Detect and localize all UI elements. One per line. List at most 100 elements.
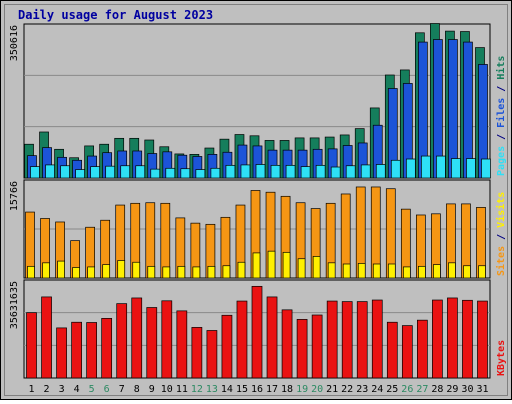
x-label-day-31: 31 <box>476 384 488 395</box>
bar-sites-day-26 <box>402 266 411 279</box>
bar-pages-day-23 <box>360 164 371 179</box>
bar-pages-day-30 <box>466 158 476 179</box>
bar-kbytes-day-18 <box>281 309 293 379</box>
x-label-day-10: 10 <box>161 384 173 395</box>
x-label-day-15: 15 <box>236 384 248 395</box>
bar-sites-day-11 <box>177 265 186 279</box>
bar-sites-day-30 <box>463 265 471 279</box>
x-label-day-22: 22 <box>341 384 353 395</box>
bar-kbytes-day-20 <box>311 314 323 379</box>
y-max-label: 350616 <box>9 25 20 61</box>
x-label-day-30: 30 <box>461 384 473 395</box>
inner-border <box>4 4 508 396</box>
bar-sites-day-24 <box>372 263 381 279</box>
bar-sites-day-16 <box>252 252 261 279</box>
legend-part: Files <box>495 98 507 128</box>
x-label-day-27: 27 <box>416 384 428 395</box>
bar-pages-day-25 <box>390 159 401 179</box>
bar-pages-day-12 <box>195 169 206 179</box>
bar-pages-day-3 <box>60 165 70 179</box>
x-label-day-20: 20 <box>311 384 323 395</box>
x-label-day-18: 18 <box>281 384 293 395</box>
legend-part: Sites <box>495 246 507 276</box>
x-label-day-6: 6 <box>104 384 110 395</box>
x-label-day-7: 7 <box>119 384 125 395</box>
x-label-day-25: 25 <box>386 384 398 395</box>
bar-kbytes-day-27 <box>417 319 428 379</box>
y-max-label: 35631635 <box>9 281 20 329</box>
bar-sites-day-1 <box>27 265 35 279</box>
bar-pages-day-13 <box>210 167 221 179</box>
bar-kbytes-day-11 <box>176 310 188 379</box>
bar-pages-day-7 <box>120 165 131 179</box>
legend-part: Visits <box>495 192 507 228</box>
bar-pages-day-14 <box>225 164 236 179</box>
legend-part: KBytes <box>496 340 507 376</box>
panel-visits-sites: 15766 Sites / Visits <box>9 179 507 279</box>
legend-part: / <box>496 228 507 246</box>
bar-kbytes-day-10 <box>161 300 173 379</box>
bar-pages-day-2 <box>45 164 55 179</box>
bar-sites-day-22 <box>342 263 351 279</box>
bar-pages-day-27 <box>421 155 431 179</box>
series-legend-label: KBytes <box>496 340 507 376</box>
bar-kbytes-day-8 <box>131 297 143 379</box>
bar-sites-day-23 <box>357 263 366 279</box>
x-label-day-13: 13 <box>206 384 218 395</box>
legend-part: Pages <box>496 146 507 176</box>
bar-sites-day-31 <box>478 265 486 279</box>
bar-pages-day-9 <box>150 168 161 179</box>
bar-kbytes-day-17 <box>266 296 278 379</box>
bar-pages-day-17 <box>270 164 281 179</box>
bar-sites-day-5 <box>87 266 95 279</box>
bar-files-day-29 <box>448 39 458 179</box>
bar-kbytes-day-14 <box>221 314 233 379</box>
bar-pages-day-24 <box>375 164 386 179</box>
x-label-day-21: 21 <box>326 384 338 395</box>
legend-part: Hits <box>495 56 507 80</box>
bar-pages-day-26 <box>405 158 416 179</box>
x-label-day-14: 14 <box>221 384 233 395</box>
bar-kbytes-day-2 <box>41 296 52 379</box>
x-label-day-1: 1 <box>29 384 35 395</box>
bar-pages-day-31 <box>481 158 491 179</box>
bar-kbytes-day-21 <box>326 300 338 379</box>
bar-pages-day-5 <box>90 166 100 179</box>
bar-kbytes-day-22 <box>341 301 353 379</box>
bar-sites-day-3 <box>57 260 65 279</box>
bar-kbytes-day-13 <box>206 330 218 379</box>
bar-sites-day-28 <box>433 264 441 279</box>
bar-sites-day-7 <box>117 260 126 279</box>
series-legend-label: Sites / Visits <box>495 192 507 276</box>
x-label-day-17: 17 <box>266 384 278 395</box>
bar-sites-day-27 <box>418 265 426 279</box>
x-label-day-24: 24 <box>371 384 383 395</box>
x-label-day-8: 8 <box>134 384 140 395</box>
bar-kbytes-day-24 <box>371 299 383 379</box>
bar-kbytes-day-25 <box>386 321 398 379</box>
x-label-day-19: 19 <box>296 384 308 395</box>
series-legend-label: Pages / Files / Hits <box>495 56 507 176</box>
x-label-day-16: 16 <box>251 384 263 395</box>
legend-part: / <box>496 128 507 146</box>
x-label-day-11: 11 <box>176 384 188 395</box>
bar-kbytes-day-26 <box>401 325 413 379</box>
bar-pages-day-28 <box>436 155 446 179</box>
x-label-day-2: 2 <box>44 384 50 395</box>
bar-pages-day-6 <box>105 165 116 179</box>
bar-kbytes-day-12 <box>191 327 203 379</box>
bar-kbytes-day-15 <box>236 300 248 379</box>
bar-sites-day-20 <box>312 256 321 279</box>
x-label-day-3: 3 <box>59 384 65 395</box>
bar-kbytes-day-23 <box>356 301 368 379</box>
bar-kbytes-day-30 <box>462 299 473 379</box>
bar-kbytes-day-4 <box>71 321 82 379</box>
bar-pages-day-10 <box>165 167 176 179</box>
bar-kbytes-day-6 <box>101 318 113 379</box>
bar-kbytes-day-7 <box>116 303 128 379</box>
panel-kbytes: 35631635 KBytes <box>9 279 507 379</box>
bar-pages-day-29 <box>451 158 461 179</box>
bar-sites-day-15 <box>237 261 246 279</box>
bar-kbytes-day-1 <box>26 312 37 379</box>
